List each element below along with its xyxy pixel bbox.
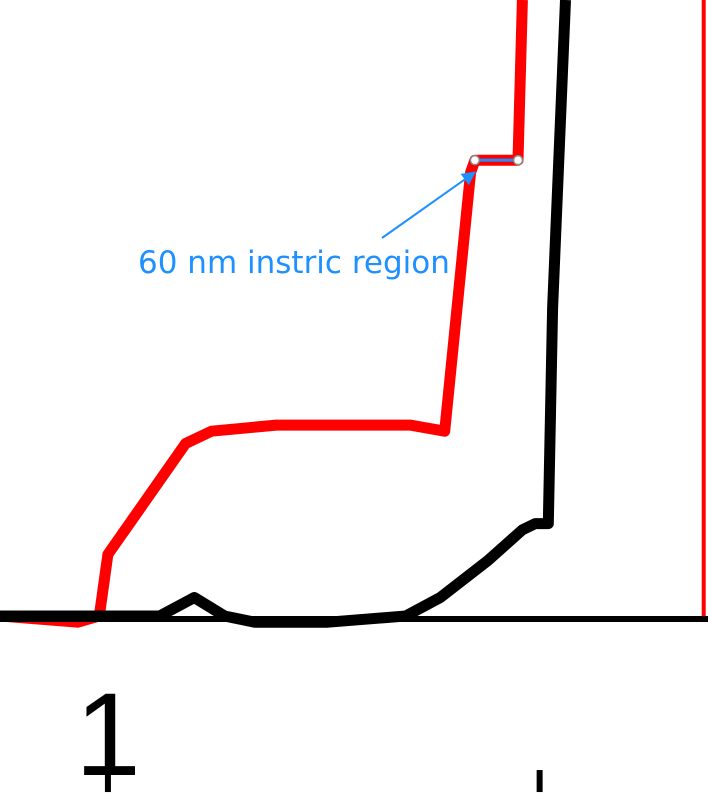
annotation-label: 60 nm instric region (138, 245, 450, 281)
annotation-handle[interactable] (512, 154, 524, 166)
x-tick-label: 1 (75, 669, 141, 801)
annotation-handle[interactable] (469, 154, 481, 166)
annotations: 60 nm instric region (138, 154, 524, 281)
annotation-arrow (381, 171, 477, 239)
series-line-1 (0, 0, 528, 628)
plot-lines (0, 0, 706, 628)
x-axis-ticks: 1 (75, 669, 543, 801)
x-axis: 1 (0, 616, 708, 801)
series-line-2 (0, 0, 571, 628)
